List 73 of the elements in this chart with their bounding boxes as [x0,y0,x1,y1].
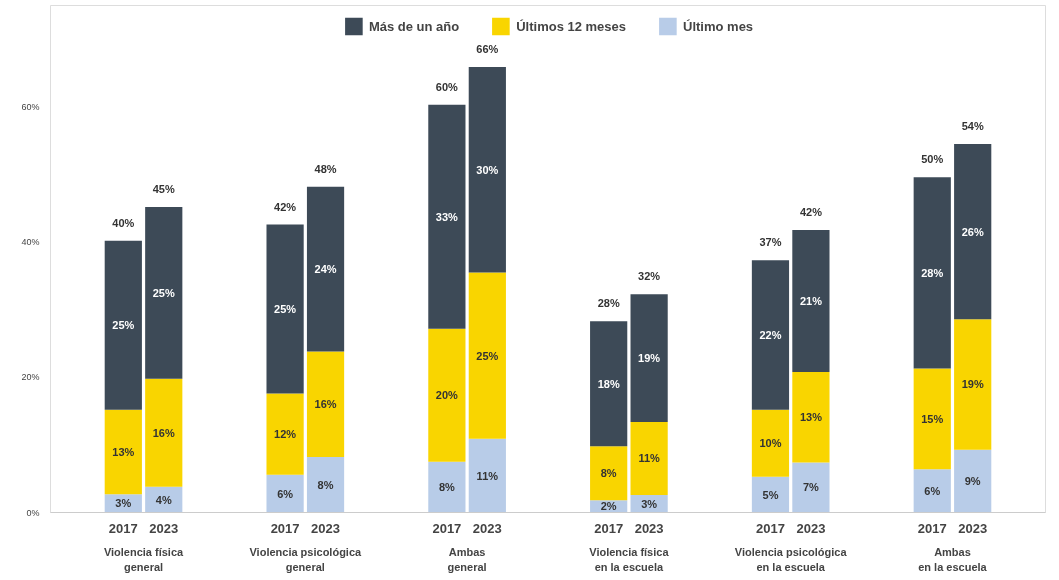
y-tick-label: 60% [21,101,40,112]
legend-label: Últimos 12 meses [516,18,627,34]
x-tick-label: 2017 [432,520,462,536]
data-label: 18% [597,377,620,390]
data-label: 8% [600,467,617,480]
x-tick-label: 2023 [472,520,502,536]
total-label: 42% [274,200,297,213]
x-tick-label: 2017 [594,520,624,536]
y-tick-label: 20% [21,372,40,383]
text: Violencia psicológica general [249,545,362,573]
total-label: 37% [759,236,782,249]
total-label: 60% [435,80,459,93]
data-label: 6% [924,484,941,497]
data-label: 16% [314,398,337,411]
legend-label: Más de un año [368,18,460,34]
data-label: 26% [961,225,984,238]
data-label: 11% [638,452,661,465]
text: Violencia física en la escuela [589,545,669,573]
total-label: 66% [476,43,499,56]
data-label: 9% [964,475,981,488]
total-label: 42% [799,205,823,218]
data-label: 24% [314,263,337,276]
data-label: 7% [802,481,820,494]
data-label: 15% [921,412,944,425]
data-label: 3% [115,497,132,510]
x-tick-label: 2017 [270,520,300,536]
y-tick-label: 40% [21,237,40,248]
total-label: 45% [152,182,175,195]
data-label: 25% [152,286,175,299]
data-label: 11% [476,469,499,482]
text: Violencia física general [103,545,184,573]
data-label: 10% [759,437,782,450]
data-label: 33% [435,210,459,223]
data-label: 12% [274,428,297,441]
x-tick-label: 2023 [958,520,988,536]
data-label: 25% [112,319,135,332]
data-label: 20% [435,389,459,402]
data-label: 30% [476,163,499,176]
x-tick-label: 2023 [634,520,664,536]
x-tick-label: 2023 [149,520,179,536]
data-label: 3% [641,497,658,510]
data-label: 2% [600,500,617,513]
data-label: 8% [317,478,334,491]
text: Violencia psicológica en la escuela [734,545,847,573]
data-label: 19% [961,378,984,391]
total-label: 32% [638,270,661,283]
data-label: 19% [638,352,661,365]
x-tick-label: 2023 [796,520,826,536]
data-label: 8% [438,481,456,494]
data-label: 25% [274,303,297,316]
data-label: 6% [277,487,294,500]
data-label: 28% [921,266,944,279]
text: Ambas en la escuela [918,545,987,573]
total-label: 50% [921,153,944,166]
data-label: 4% [155,493,172,506]
data-label: 13% [799,411,823,424]
data-label: 5% [762,488,779,501]
total-label: 40% [112,216,135,229]
x-tick-label: 2023 [311,520,340,536]
x-tick-label: 2017 [108,520,138,536]
text: Ambas general [447,545,487,573]
legend-label: Último mes [683,18,754,34]
data-label: 22% [759,329,782,342]
data-label: 13% [112,446,135,458]
x-tick-label: 2017 [756,520,785,536]
data-label: 21% [799,294,823,307]
total-label: 48% [314,162,337,175]
total-label: 28% [597,297,620,310]
data-label: 25% [476,349,499,362]
x-tick-label: 2017 [917,520,947,536]
total-label: 54% [961,120,984,133]
y-tick-label: 0% [26,507,40,518]
data-label: 16% [152,426,175,439]
